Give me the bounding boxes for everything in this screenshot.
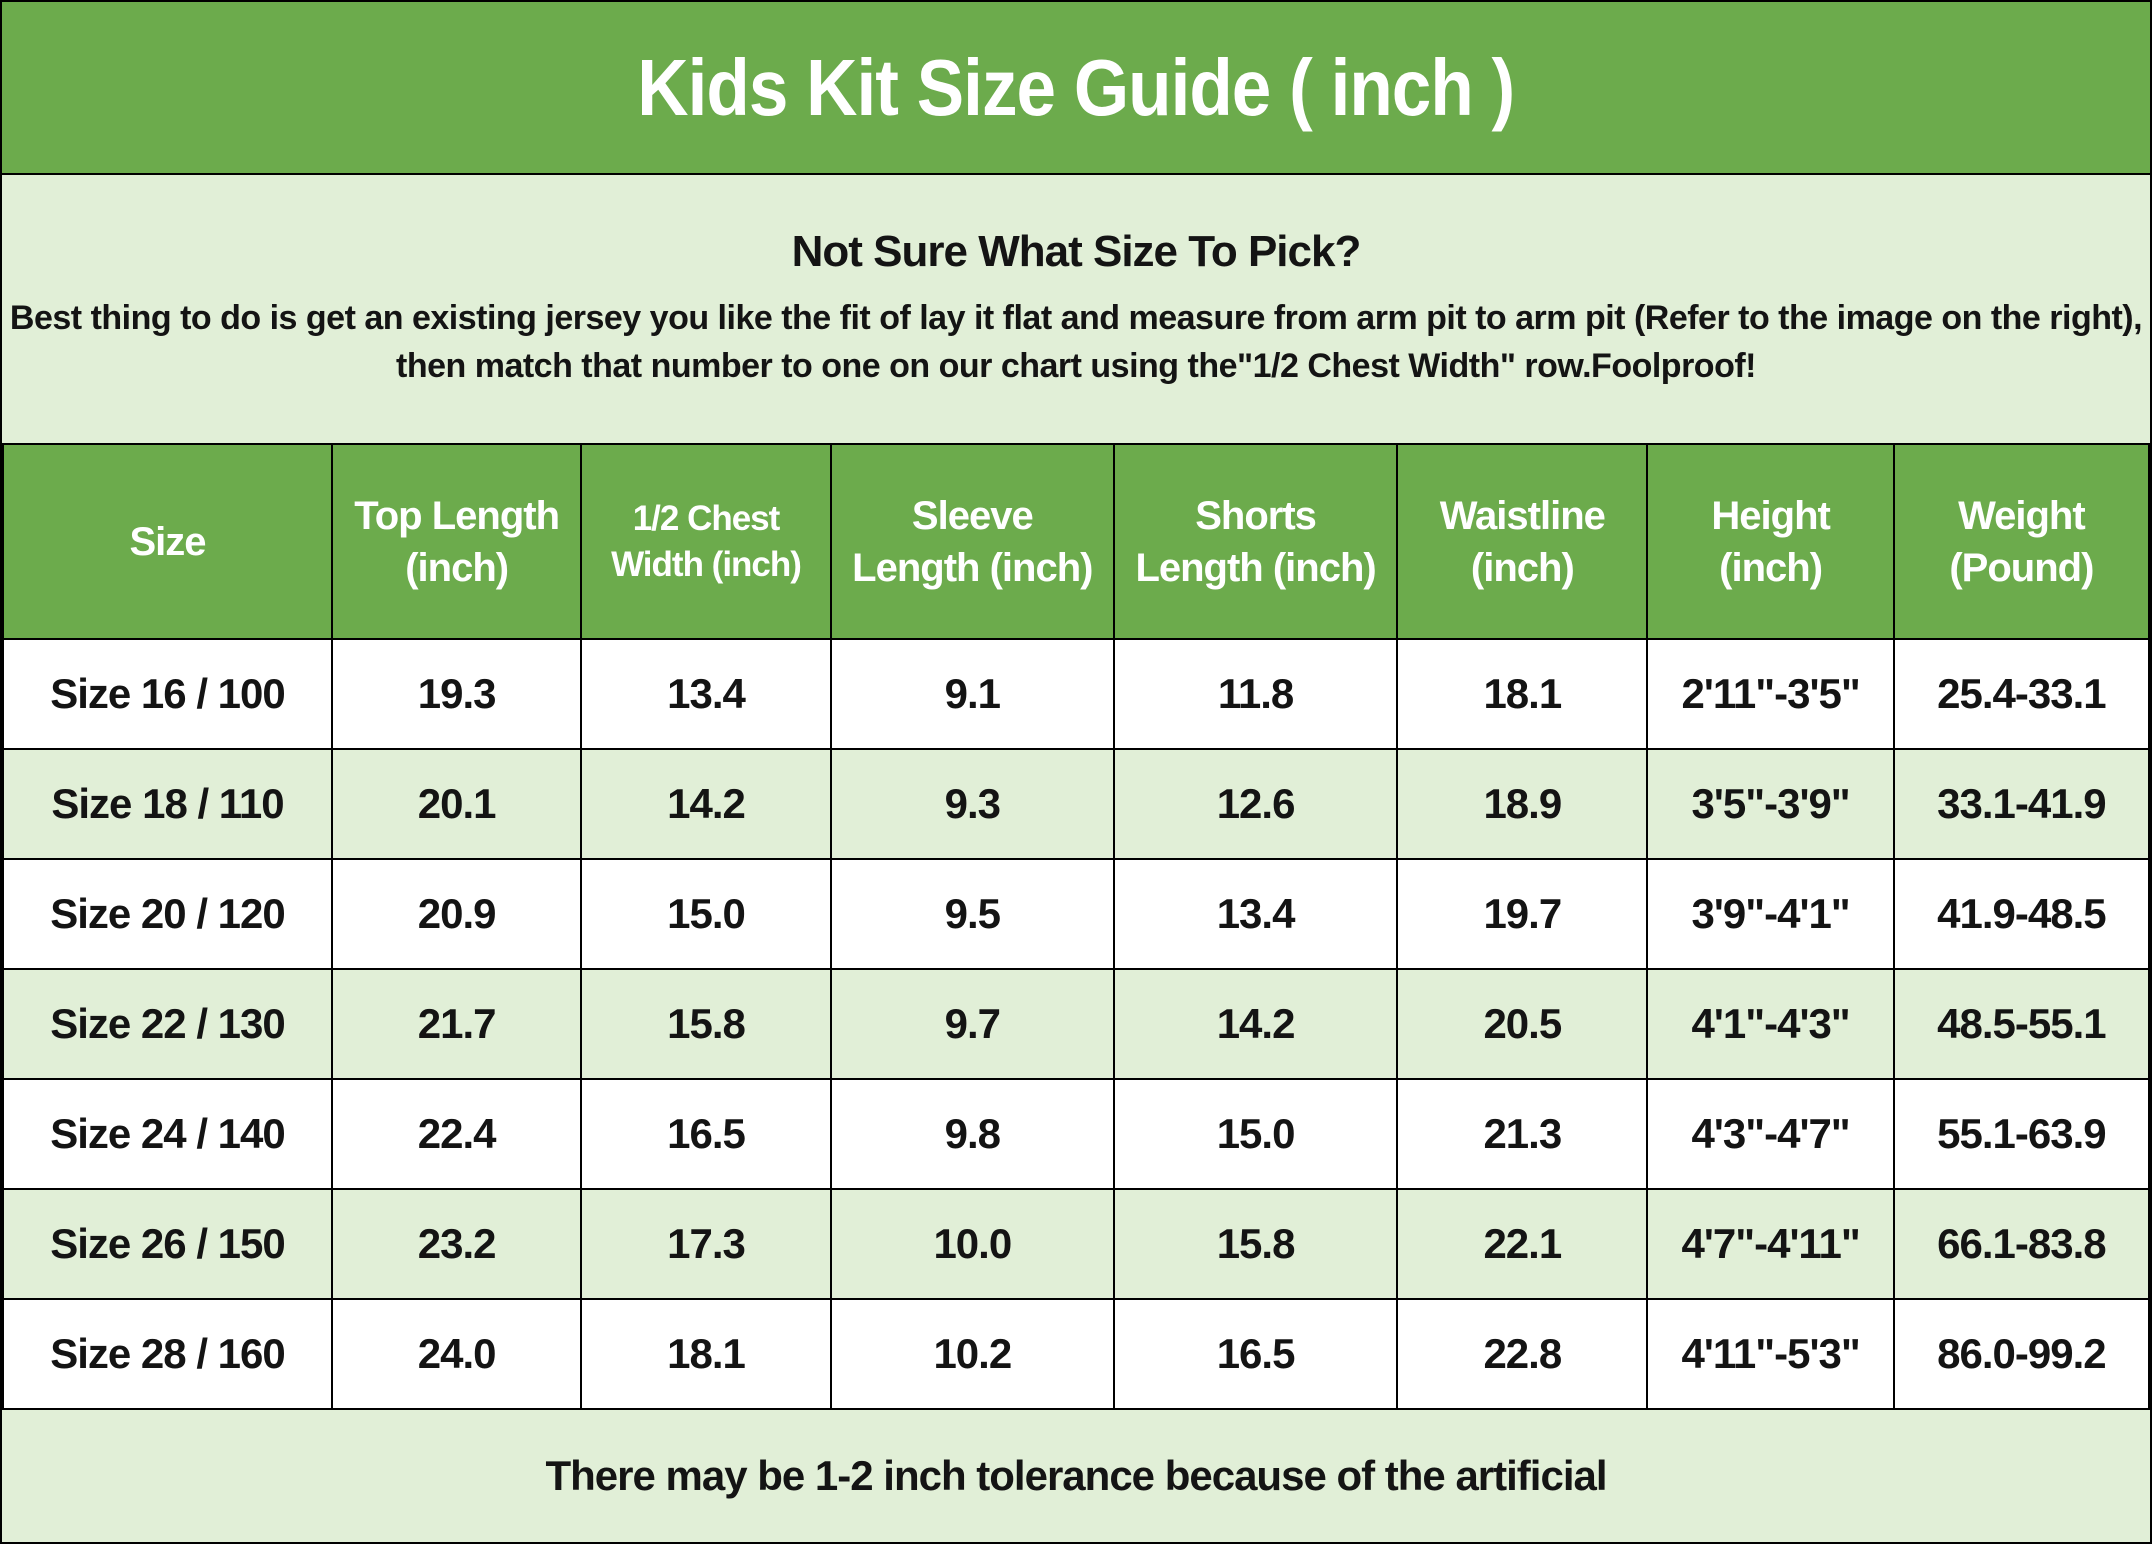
column-header: Sleeve Length (inch) — [829, 443, 1115, 640]
measurement-cell: 55.1-63.9 — [1892, 1078, 2151, 1190]
measurement-cell: 17.3 — [580, 1188, 832, 1300]
measurement-cell: 22.8 — [1396, 1298, 1649, 1410]
measurement-cell: 21.3 — [1396, 1078, 1649, 1190]
size-label-cell: Size 16 / 100 — [2, 638, 333, 750]
size-label-cell: Size 22 / 130 — [2, 968, 333, 1080]
measurement-cell: 9.8 — [829, 1078, 1115, 1190]
measurement-cell: 16.5 — [580, 1078, 832, 1190]
measurement-cell: 41.9-48.5 — [1892, 858, 2151, 970]
measurement-cell: 16.5 — [1112, 1298, 1399, 1410]
measurement-cell: 21.7 — [330, 968, 583, 1080]
measurement-cell: 2'11"-3'5" — [1646, 638, 1895, 750]
measurement-cell: 11.8 — [1112, 638, 1399, 750]
measurement-cell: 13.4 — [1112, 858, 1399, 970]
size-label-cell: Size 28 / 160 — [2, 1298, 333, 1410]
size-label-cell: Size 26 / 150 — [2, 1188, 333, 1300]
info-section: Not Sure What Size To Pick? Best thing t… — [2, 175, 2150, 443]
info-body-text: Best thing to do is get an existing jers… — [9, 299, 2143, 385]
measurement-cell: 10.2 — [829, 1298, 1115, 1410]
measurement-cell: 15.0 — [1112, 1078, 1399, 1190]
column-header: Size — [2, 443, 333, 640]
measurement-cell: 3'9"-4'1" — [1646, 858, 1895, 970]
measurement-cell: 10.0 — [829, 1188, 1115, 1300]
measurement-cell: 9.1 — [829, 638, 1115, 750]
table-row: Size 20 / 120 20.9 15.0 9.5 13.4 19.7 3'9"-4'1… — [2, 858, 2151, 970]
table-row: Size 26 / 150 23.2 17.3 10.0 15.8 22.1 4'7"-4'… — [2, 1188, 2151, 1300]
measurement-cell: 9.5 — [829, 858, 1115, 970]
measurement-cell: 86.0-99.2 — [1892, 1298, 2151, 1410]
page-title: Kids Kit Size Guide ( inch ) — [637, 42, 1516, 133]
measurement-cell: 33.1-41.9 — [1892, 748, 2151, 860]
table-row: Size 16 / 100 19.3 13.4 9.1 11.8 18.1 2'11"-3'… — [2, 638, 2151, 750]
size-label-cell: Size 18 / 110 — [2, 748, 333, 860]
column-header: Waistline (inch) — [1396, 443, 1649, 640]
measurement-cell: 4'7"-4'11" — [1646, 1188, 1895, 1300]
measurement-cell: 22.4 — [330, 1078, 583, 1190]
measurement-cell: 23.2 — [330, 1188, 583, 1300]
column-header: 1/2 Chest Width (inch) — [580, 443, 832, 640]
measurement-cell: 15.0 — [580, 858, 832, 970]
header-row: Size Top Length (inch) 1/2 Chest Width (in… — [2, 443, 2151, 640]
table-row: Size 18 / 110 20.1 14.2 9.3 12.6 18.9 3'5"-3'9… — [2, 748, 2151, 860]
measurement-cell: 25.4-33.1 — [1892, 638, 2151, 750]
column-header: Top Length (inch) — [330, 443, 583, 640]
measurement-cell: 48.5-55.1 — [1892, 968, 2151, 1080]
measurement-cell: 4'11"-5'3" — [1646, 1298, 1895, 1410]
measurement-cell: 13.4 — [580, 638, 832, 750]
info-heading: Not Sure What Size To Pick? — [791, 227, 1362, 277]
measurement-cell: 19.3 — [330, 638, 583, 750]
measurement-cell: 18.9 — [1396, 748, 1649, 860]
measurement-cell: 14.2 — [1112, 968, 1399, 1080]
size-label-cell: Size 24 / 140 — [2, 1078, 333, 1190]
measurement-cell: 22.1 — [1396, 1188, 1649, 1300]
table-row: Size 22 / 130 21.7 15.8 9.7 14.2 20.5 4'1"-4'3… — [2, 968, 2151, 1080]
column-header: Weight (Pound) — [1892, 443, 2151, 640]
table-row: Size 28 / 160 24.0 18.1 10.2 16.5 22.8 4'11"-5… — [2, 1298, 2151, 1410]
size-label-cell: Size 20 / 120 — [2, 858, 333, 970]
measurement-cell: 9.3 — [829, 748, 1115, 860]
measurement-cell: 4'1"-4'3" — [1646, 968, 1895, 1080]
measurement-cell: 18.1 — [580, 1298, 832, 1410]
measurement-cell: 4'3"-4'7" — [1646, 1078, 1895, 1190]
measurement-cell: 3'5"-3'9" — [1646, 748, 1895, 860]
measurement-cell: 15.8 — [580, 968, 832, 1080]
measurement-cell: 20.9 — [330, 858, 583, 970]
measurement-cell: 19.7 — [1396, 858, 1649, 970]
measurement-cell: 20.1 — [330, 748, 583, 860]
size-table-header: Size Top Length (inch) 1/2 Chest Width (in… — [2, 443, 2151, 640]
measurement-cell: 18.1 — [1396, 638, 1649, 750]
measurement-cell: 20.5 — [1396, 968, 1649, 1080]
measurement-cell: 12.6 — [1112, 748, 1399, 860]
measurement-cell: 15.8 — [1112, 1188, 1399, 1300]
measurement-cell: 24.0 — [330, 1298, 583, 1410]
size-table-body: Size 16 / 100 19.3 13.4 9.1 11.8 18.1 2'11"-3'… — [2, 638, 2151, 1410]
measurement-cell: 9.7 — [829, 968, 1115, 1080]
column-header: Height (inch) — [1646, 443, 1895, 640]
table-row: Size 24 / 140 22.4 16.5 9.8 15.0 21.3 4'3"-4'7… — [2, 1078, 2151, 1190]
size-table: Size Top Length (inch) 1/2 Chest Width (in… — [2, 443, 2151, 1410]
column-header: Shorts Length (inch) — [1112, 443, 1399, 640]
tolerance-note: There may be 1-2 inch tolerance because … — [545, 1452, 1607, 1499]
footer-section: There may be 1-2 inch tolerance because … — [2, 1410, 2150, 1542]
measurement-cell: 14.2 — [580, 748, 832, 860]
measurement-cell: 66.1-83.8 — [1892, 1188, 2151, 1300]
title-banner: Kids Kit Size Guide ( inch ) — [2, 2, 2150, 175]
